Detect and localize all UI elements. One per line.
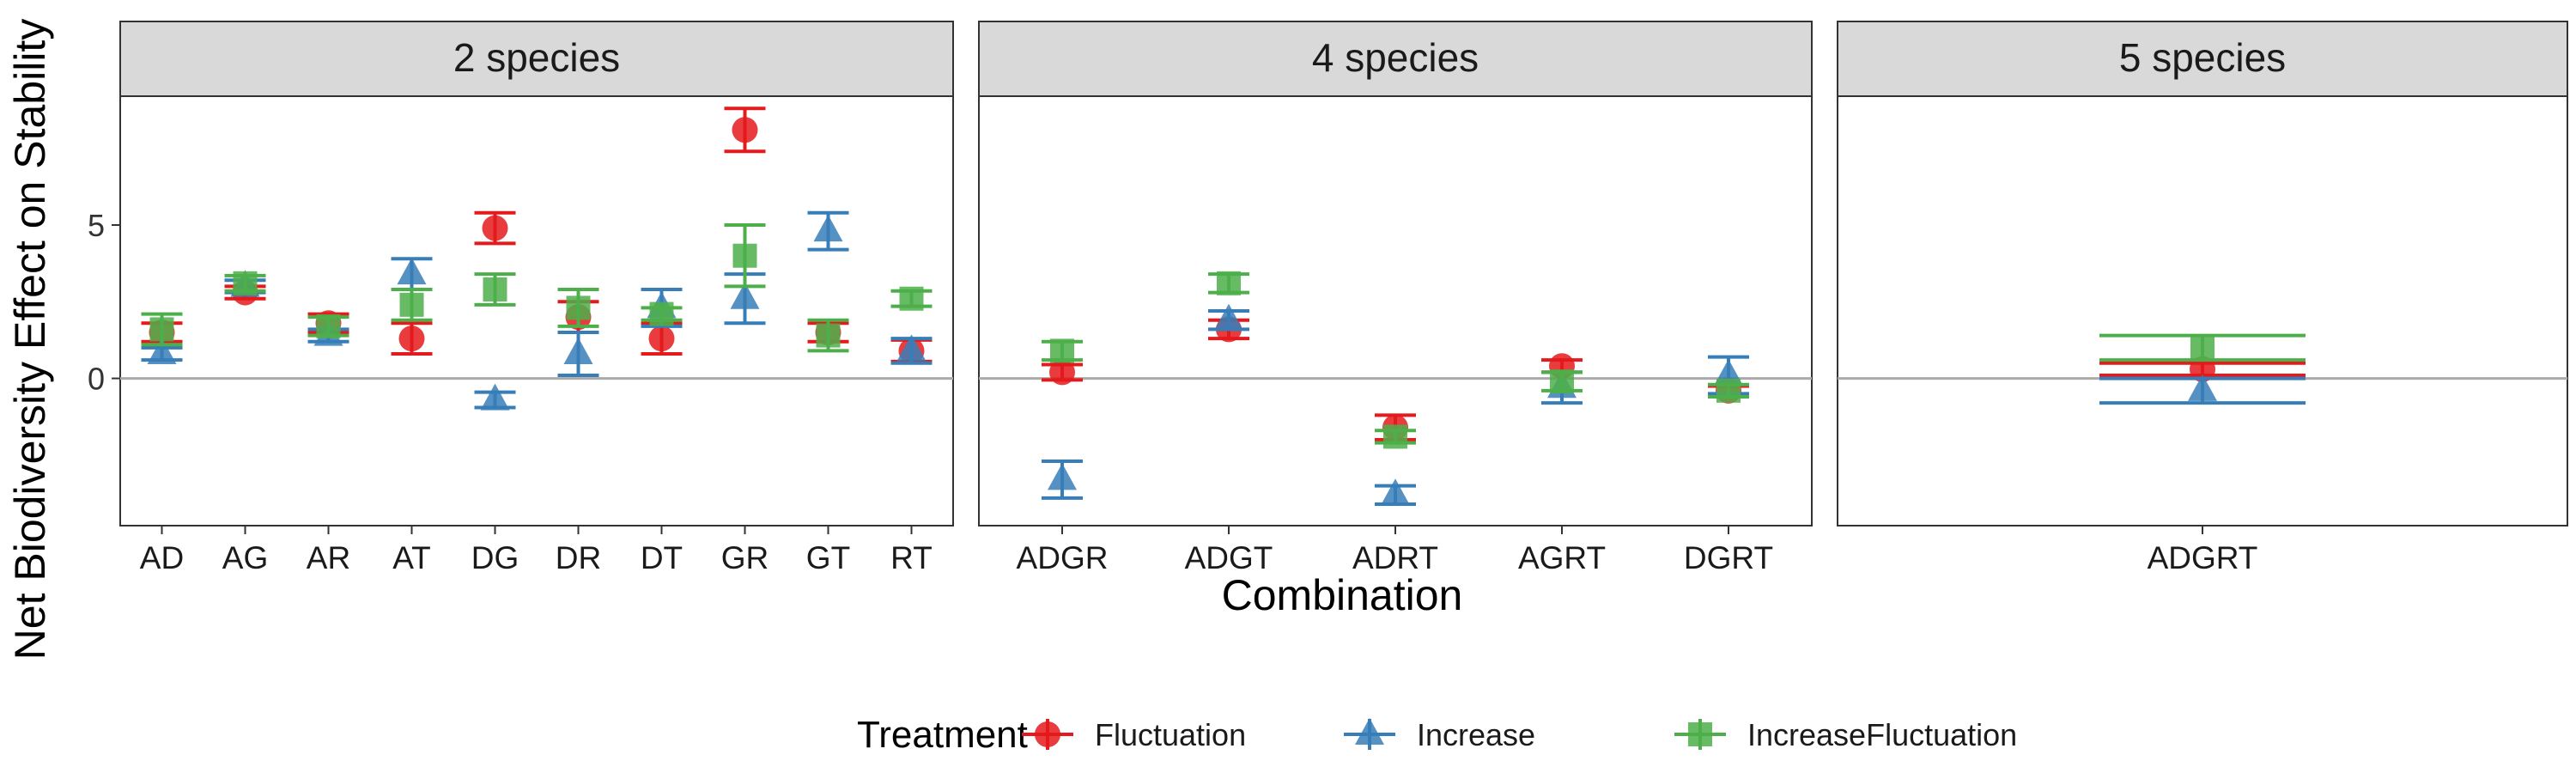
- x-tick-label-dg: DG: [471, 540, 519, 575]
- point-increase-rt: [896, 334, 927, 362]
- legend-item-increase: Increase: [1344, 717, 1535, 752]
- y-axis-label: Net Biodiversity Effect on Stability: [6, 19, 54, 660]
- point-increasefluctuation-adgt: [1217, 271, 1241, 295]
- point-increase-adgrt: [2188, 374, 2217, 401]
- point-increasefluctuation-dgrt: [1716, 378, 1741, 403]
- panel-frame: [978, 95, 1813, 526]
- point-increase-adgr: [1048, 463, 1077, 490]
- legend-key-square: [1688, 722, 1712, 746]
- point-increasefluctuation-gt: [816, 323, 841, 348]
- legend-label: Increase: [1417, 717, 1535, 752]
- panel-4-species: 4 species ADGR ADGT ADRT AGRT DGRT: [978, 21, 1813, 575]
- point-increasefluctuation-adgr: [1050, 338, 1074, 363]
- x-tick-label-ad: AD: [140, 540, 184, 575]
- legend: Treatment Fluctuation Increase IncreaseFlu…: [857, 714, 2017, 756]
- x-tick-label-dt: DT: [641, 540, 683, 575]
- point-increasefluctuation-ad: [149, 317, 174, 342]
- point-increasefluctuation-dr: [566, 295, 591, 320]
- y-tick-label: 5: [88, 208, 105, 243]
- x-tick-label-dgrt: DGRT: [1684, 540, 1773, 575]
- point-increase-dr: [563, 338, 593, 364]
- panel-frame: [1837, 95, 2568, 526]
- legend-item-fluctuation: Fluctuation: [1022, 717, 1246, 752]
- point-increasefluctuation-ag: [233, 271, 258, 295]
- panel-frame: [119, 95, 954, 526]
- point-increasefluctuation-dt: [649, 301, 674, 326]
- x-tick-label-gr: GR: [721, 540, 769, 575]
- legend-key-triangle: [1355, 718, 1384, 745]
- panel-title: 5 species: [2119, 35, 2286, 80]
- point-increasefluctuation-dg: [483, 277, 507, 301]
- point-fluctuation-gr: [732, 117, 758, 143]
- legend-label: IncreaseFluctuation: [1747, 717, 2017, 752]
- x-tick-label-adgt: ADGT: [1185, 540, 1273, 575]
- panel-5-species: 5 species ADGRT: [1837, 21, 2568, 575]
- x-tick-label-ar: AR: [307, 540, 350, 575]
- series-increase: [2099, 374, 2306, 405]
- point-increasefluctuation-gr: [732, 243, 757, 268]
- point-increase-ad: [147, 338, 177, 364]
- point-increase-at: [397, 258, 427, 285]
- point-fluctuation-dt: [648, 326, 675, 352]
- series-increasefluctuation: [2099, 333, 2306, 362]
- x-tick-label-at: AT: [392, 540, 431, 575]
- y-tick-label: 0: [88, 362, 105, 397]
- x-tick-label-dr: DR: [556, 540, 601, 575]
- x-tick-label-adgrt: ADGRT: [2148, 540, 2258, 575]
- point-increase-adgt: [1214, 303, 1243, 331]
- legend-label: Fluctuation: [1095, 717, 1246, 752]
- point-fluctuation-dg: [482, 215, 508, 241]
- panel-strip: [119, 21, 954, 97]
- point-fluctuation-adgr: [1049, 359, 1075, 386]
- panels-layer: 2 species 0 5 AD AG AR AT DG DR DT GR GT RT 4 species…: [88, 21, 2568, 575]
- x-tick-label-adgr: ADGR: [1017, 540, 1109, 575]
- panel-title: 4 species: [1312, 35, 1479, 80]
- legend-item-increasefluctuation: IncreaseFluctuation: [1674, 717, 2017, 752]
- point-fluctuation-adgrt: [2190, 356, 2215, 382]
- point-increase-gt: [813, 215, 843, 242]
- x-tick-label-agrt: AGRT: [1518, 540, 1606, 575]
- point-increase-gr: [730, 282, 760, 309]
- legend-title: Treatment: [857, 714, 1028, 756]
- x-tick-label-ag: AG: [222, 540, 268, 575]
- panel-title: 2 species: [453, 35, 620, 80]
- point-increasefluctuation-agrt: [1550, 369, 1574, 394]
- point-increasefluctuation-ar: [316, 313, 341, 338]
- legend-key-circle: [1035, 721, 1060, 747]
- x-tick-label-rt: RT: [890, 540, 933, 575]
- panel-2-species: 2 species 0 5 AD AG AR AT DG DR DT GR GT RT: [88, 21, 954, 575]
- point-increase-dg: [480, 383, 510, 411]
- point-increasefluctuation-adrt: [1383, 424, 1407, 449]
- series-increasefluctuation: [1042, 271, 1749, 449]
- x-tick-label-gt: GT: [806, 540, 850, 575]
- panel-strip: [1837, 21, 2568, 97]
- point-increase-adrt: [1381, 478, 1410, 506]
- point-fluctuation-at: [398, 326, 425, 352]
- x-axis-label: Combination: [1222, 571, 1463, 619]
- x-tick-label-adrt: ADRT: [1352, 540, 1438, 575]
- series-increasefluctuation: [141, 223, 933, 353]
- point-increasefluctuation-rt: [899, 286, 924, 311]
- point-increasefluctuation-adgrt: [2190, 335, 2215, 360]
- point-increasefluctuation-at: [399, 292, 424, 317]
